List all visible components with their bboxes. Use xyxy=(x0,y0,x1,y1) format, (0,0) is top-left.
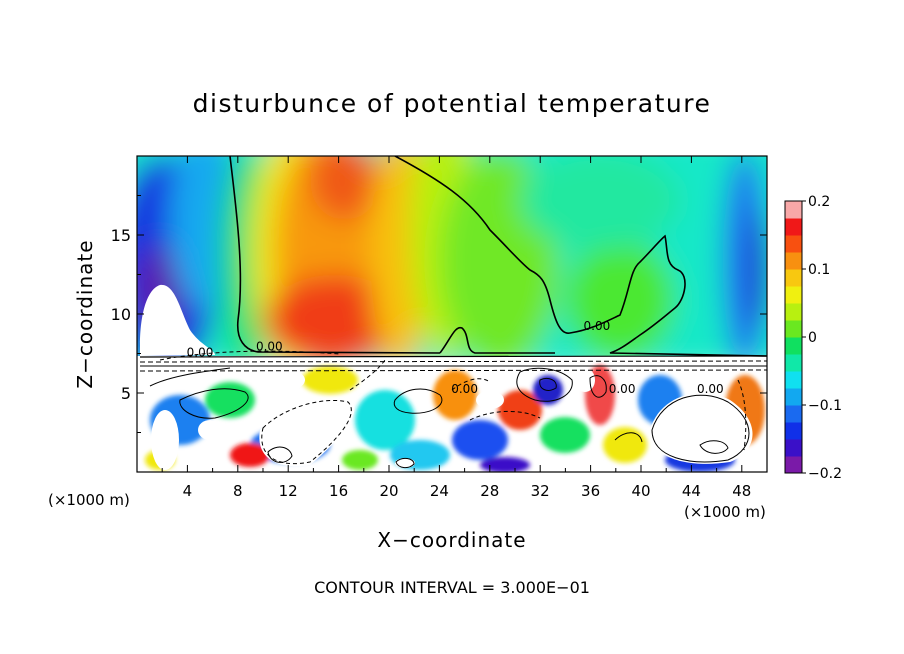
contour-label: 0.00 xyxy=(609,382,636,396)
colorbar-band xyxy=(785,422,802,440)
x-tick-label: 4 xyxy=(183,482,193,500)
contour-label: 0.00 xyxy=(187,346,214,360)
y-tick-label: 10 xyxy=(111,305,131,324)
colorbar-band xyxy=(785,439,802,457)
lower-field xyxy=(145,363,765,472)
x-tick-label: 12 xyxy=(279,482,298,500)
colorbar-band xyxy=(785,320,802,338)
y-axis-label: Z−coordinate xyxy=(73,239,97,388)
colorbar-band xyxy=(785,388,802,406)
colorbar-tick-label: 0 xyxy=(808,330,817,346)
x-axis: 4 8 12 16 20 24 28 32 36 40 44 48 xyxy=(161,156,751,500)
colorbar-tick-label: −0.1 xyxy=(808,398,842,414)
colorbar-band xyxy=(785,269,802,287)
colorbar-bands xyxy=(785,201,802,474)
x-tick-label: 36 xyxy=(581,482,600,500)
colorbar-band xyxy=(785,405,802,423)
colorbar-band xyxy=(785,354,802,372)
colorbar-band xyxy=(785,252,802,270)
contour-label: 0.00 xyxy=(256,339,283,353)
white-patch xyxy=(140,284,215,356)
colorbar-band xyxy=(785,235,802,253)
contour-label: 0.00 xyxy=(697,382,724,396)
colorbar-band xyxy=(785,286,802,304)
x-tick-label: 32 xyxy=(531,482,550,500)
colorbar-ticks: 0.2 0.1 0 −0.1 −0.2 xyxy=(802,194,842,482)
contour-interval-note: CONTOUR INTERVAL = 3.000E−01 xyxy=(314,578,590,597)
x-tick-label: 40 xyxy=(631,482,650,500)
y-tick-label: 15 xyxy=(111,226,131,245)
colorbar-tick-label: 0.1 xyxy=(808,262,830,278)
x-tick-label: 8 xyxy=(233,482,243,500)
contour-lines xyxy=(139,156,767,469)
plot-area: 0.00 0.00 0.00 0.00 0.00 0.00 xyxy=(136,155,768,473)
contour-label: 0.00 xyxy=(451,382,478,396)
y-axis: 5 10 15 xyxy=(111,195,767,433)
colorbar-band xyxy=(785,371,802,389)
x-tick-label: 48 xyxy=(732,482,751,500)
colorbar-band xyxy=(785,456,802,474)
x-tick-label: 44 xyxy=(682,482,701,500)
x-tick-label: 24 xyxy=(430,482,449,500)
x-tick-label: 16 xyxy=(329,482,348,500)
contour-label: 0.00 xyxy=(584,319,611,333)
colorbar-band xyxy=(785,303,802,321)
upper-field xyxy=(137,156,767,375)
y-tick-label: 5 xyxy=(121,384,131,403)
colorbar-tick-label: 0.2 xyxy=(808,194,830,210)
x-unit-right: (×1000 m) xyxy=(684,503,766,521)
colorbar-band xyxy=(785,201,802,219)
x-axis-label: X−coordinate xyxy=(377,528,526,552)
colorbar-band xyxy=(785,218,802,236)
chart-title: disturbunce of potential temperature xyxy=(193,89,712,118)
colorbar: 0.2 0.1 0 −0.1 −0.2 xyxy=(784,194,842,482)
x-tick-label: 20 xyxy=(379,482,398,500)
x-unit-left: (×1000 m) xyxy=(48,491,130,509)
contour-labels: 0.00 0.00 0.00 0.00 0.00 0.00 xyxy=(187,319,724,396)
colorbar-band xyxy=(785,337,802,355)
x-tick-label: 28 xyxy=(480,482,499,500)
colorbar-tick-label: −0.2 xyxy=(808,466,842,482)
